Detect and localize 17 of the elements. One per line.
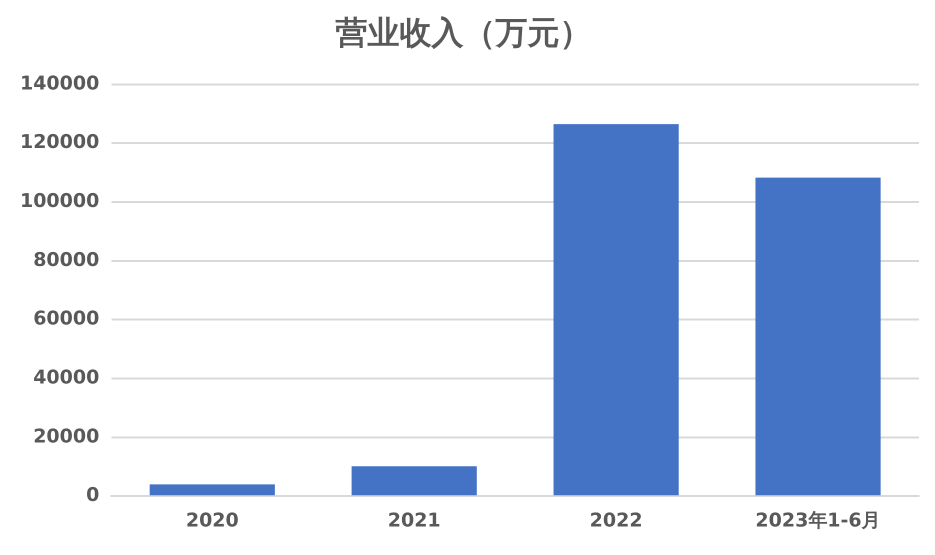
y-tick-label: 0 bbox=[86, 484, 100, 506]
bar bbox=[352, 466, 477, 496]
x-tick-label: 2021 bbox=[388, 510, 441, 532]
bar bbox=[150, 484, 275, 496]
y-tick-label: 140000 bbox=[20, 72, 100, 94]
y-tick-label: 60000 bbox=[33, 308, 100, 330]
y-tick-label: 80000 bbox=[33, 248, 100, 271]
y-tick-label: 100000 bbox=[20, 190, 100, 212]
x-tick-label: 2023年1-6月 bbox=[755, 510, 881, 532]
bar bbox=[755, 178, 881, 496]
x-tick-label: 2020 bbox=[186, 510, 239, 532]
y-tick-label: 20000 bbox=[33, 425, 100, 448]
bar bbox=[554, 124, 679, 496]
chart-title: 营业收入（万元） bbox=[336, 14, 592, 52]
y-tick-label: 40000 bbox=[33, 366, 100, 388]
x-tick-label: 2022 bbox=[590, 510, 643, 532]
y-tick-label: 120000 bbox=[20, 131, 100, 154]
